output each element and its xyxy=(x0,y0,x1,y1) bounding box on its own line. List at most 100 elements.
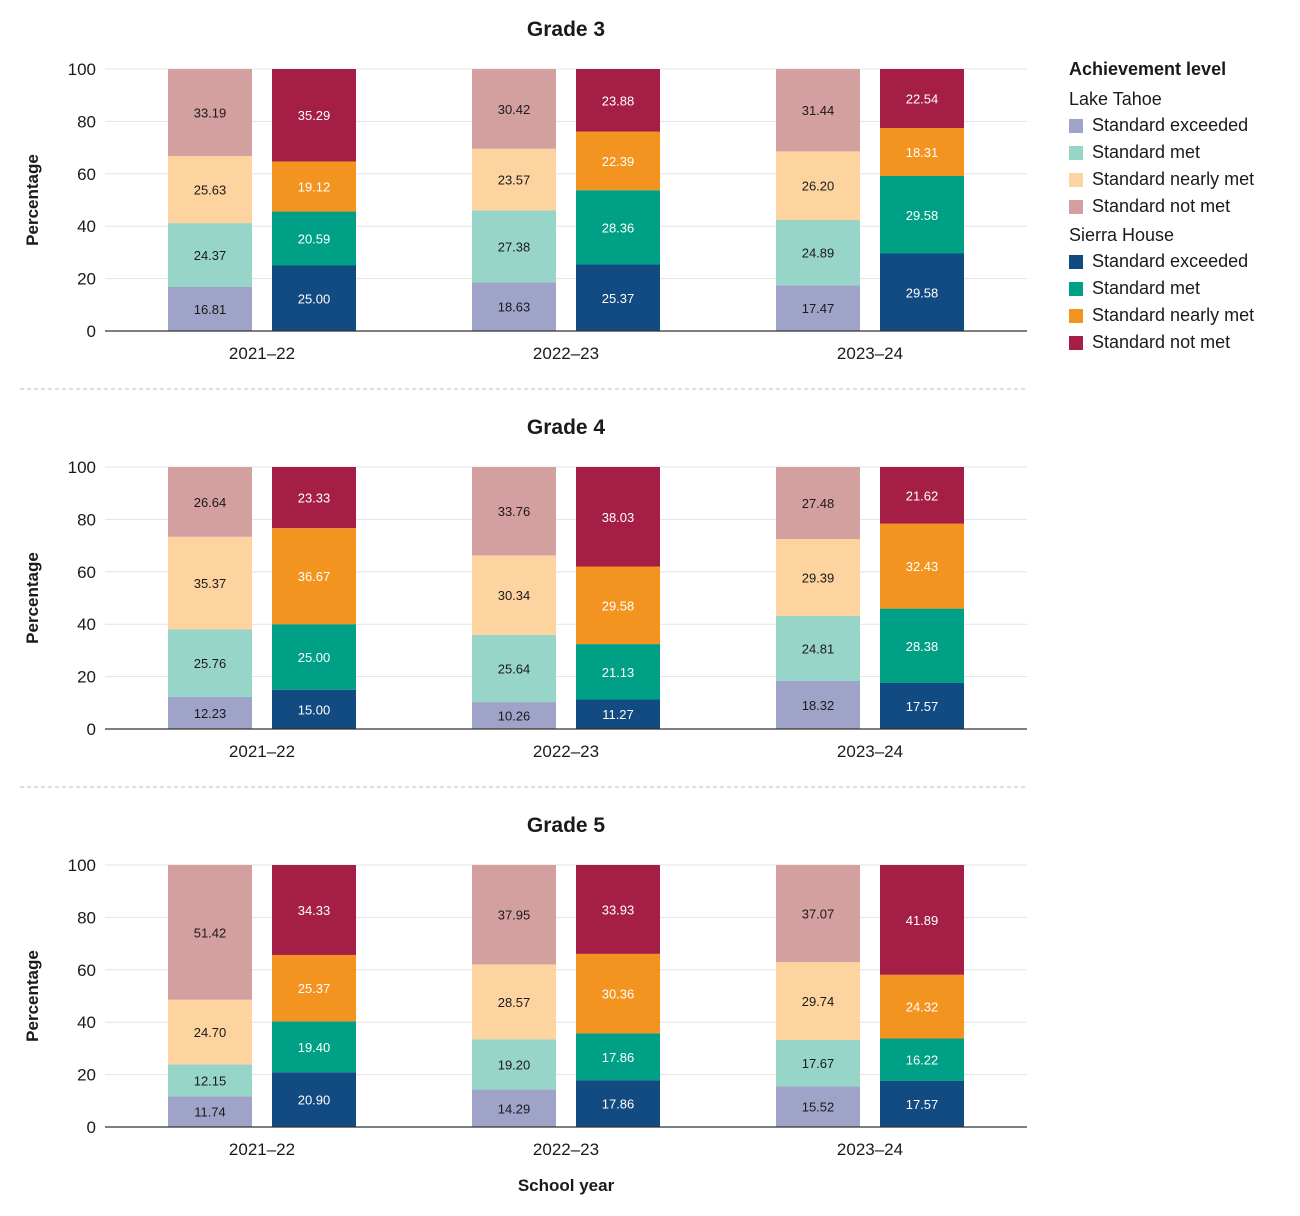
bar-segment xyxy=(576,190,660,265)
data-label: 12.15 xyxy=(194,1073,227,1088)
bar-segment xyxy=(880,1038,964,1081)
data-label: 22.39 xyxy=(602,154,635,169)
y-tick-label: 0 xyxy=(87,720,96,739)
data-label: 29.58 xyxy=(906,208,939,223)
bar-segment xyxy=(776,962,860,1041)
data-label: 17.47 xyxy=(802,301,835,316)
legend: Achievement level Lake Tahoe Standard exc… xyxy=(1069,56,1294,356)
bar-segment xyxy=(776,467,860,539)
y-tick-label: 80 xyxy=(77,112,96,131)
data-label: 37.07 xyxy=(802,907,835,922)
bar-segment xyxy=(776,615,860,682)
panel-title-1: Grade 3 xyxy=(527,18,605,41)
bar-segment xyxy=(776,151,860,221)
bar-segment xyxy=(168,864,252,1000)
data-label: 24.89 xyxy=(802,246,835,261)
data-label: 27.38 xyxy=(498,239,531,254)
data-label: 10.26 xyxy=(498,709,531,724)
data-label: 23.88 xyxy=(602,93,635,108)
data-label: 33.93 xyxy=(602,902,635,917)
data-label: 18.31 xyxy=(906,145,939,160)
data-label: 25.76 xyxy=(194,656,227,671)
data-label: 29.74 xyxy=(802,994,835,1009)
bar-segment xyxy=(168,536,252,630)
data-label: 29.58 xyxy=(906,285,939,300)
bar-segment xyxy=(880,974,964,1039)
bar-segment xyxy=(472,555,556,635)
data-label: 17.86 xyxy=(602,1050,635,1065)
bar-segment xyxy=(168,223,252,287)
x-tick-label: 2021–22 xyxy=(229,344,295,363)
bar-segment xyxy=(880,682,964,729)
bar-segment xyxy=(472,69,556,149)
bar-segment xyxy=(880,608,964,683)
bar-segment xyxy=(776,865,860,963)
data-label: 25.63 xyxy=(194,183,227,198)
data-label: 21.62 xyxy=(906,488,939,503)
data-label: 23.33 xyxy=(298,491,331,506)
data-label: 26.64 xyxy=(194,495,227,510)
y-tick-label: 100 xyxy=(68,458,96,477)
bar-segment xyxy=(168,1096,252,1127)
bar-segment xyxy=(776,69,860,152)
legend-item: Standard nearly met xyxy=(1069,302,1294,329)
bar-segment xyxy=(776,538,860,616)
bar-segment xyxy=(272,954,356,1022)
bar-segment xyxy=(272,161,356,212)
data-label: 35.29 xyxy=(298,108,331,123)
legend-swatch xyxy=(1069,308,1083,323)
bar-segment xyxy=(576,264,660,331)
bar-segment xyxy=(272,689,356,729)
bar-segment xyxy=(168,286,252,331)
x-tick-label: 2022–23 xyxy=(533,742,599,761)
x-tick-label: 2023–24 xyxy=(837,742,903,761)
bar-segment xyxy=(880,253,964,331)
bar-segment xyxy=(472,964,556,1040)
data-label: 15.52 xyxy=(802,1100,835,1115)
data-label: 17.86 xyxy=(602,1097,635,1112)
y-tick-label: 20 xyxy=(77,668,96,687)
data-label: 16.22 xyxy=(906,1053,939,1068)
y-axis-title: Percentage xyxy=(23,950,42,1042)
data-label: 17.57 xyxy=(906,699,939,714)
bar-segment xyxy=(776,1086,860,1127)
data-label: 17.57 xyxy=(906,1097,939,1112)
data-label: 16.81 xyxy=(194,302,227,317)
data-label: 18.63 xyxy=(498,300,531,315)
x-tick-label: 2023–24 xyxy=(837,1140,903,1159)
data-label: 24.81 xyxy=(802,642,835,657)
bar-segment xyxy=(168,69,252,156)
data-label: 12.23 xyxy=(194,706,227,721)
data-label: 19.40 xyxy=(298,1040,331,1055)
bar-segment xyxy=(576,131,660,191)
bar-segment xyxy=(776,220,860,286)
data-label: 28.36 xyxy=(602,220,635,235)
bar-segment xyxy=(576,466,660,567)
x-axis-title: School year xyxy=(518,1176,615,1195)
bar-segment xyxy=(880,865,964,975)
data-label: 33.76 xyxy=(498,504,531,519)
data-label: 41.89 xyxy=(906,913,939,928)
bar-segment xyxy=(272,211,356,266)
y-tick-label: 60 xyxy=(77,563,96,582)
data-label: 51.42 xyxy=(194,925,227,940)
data-label: 30.36 xyxy=(602,987,635,1002)
legend-swatch xyxy=(1069,145,1083,160)
legend-item: Standard nearly met xyxy=(1069,166,1294,193)
data-label: 35.37 xyxy=(194,576,227,591)
bar-segment xyxy=(576,864,660,954)
x-tick-label: 2021–22 xyxy=(229,742,295,761)
bar-segment xyxy=(576,1080,660,1127)
legend-label: Standard met xyxy=(1092,142,1201,162)
legend-item: Standard met xyxy=(1069,139,1294,166)
x-tick-label: 2022–23 xyxy=(533,344,599,363)
data-label: 25.37 xyxy=(602,291,635,306)
data-label: 25.37 xyxy=(298,981,331,996)
bar-segment xyxy=(472,1089,556,1127)
legend-group-title: Sierra House xyxy=(1069,225,1175,245)
legend-title: Achievement level xyxy=(1069,59,1227,79)
bar-segment xyxy=(576,644,660,700)
data-label: 20.90 xyxy=(298,1093,331,1108)
bar-segment xyxy=(168,467,252,537)
data-label: 25.00 xyxy=(298,291,331,306)
